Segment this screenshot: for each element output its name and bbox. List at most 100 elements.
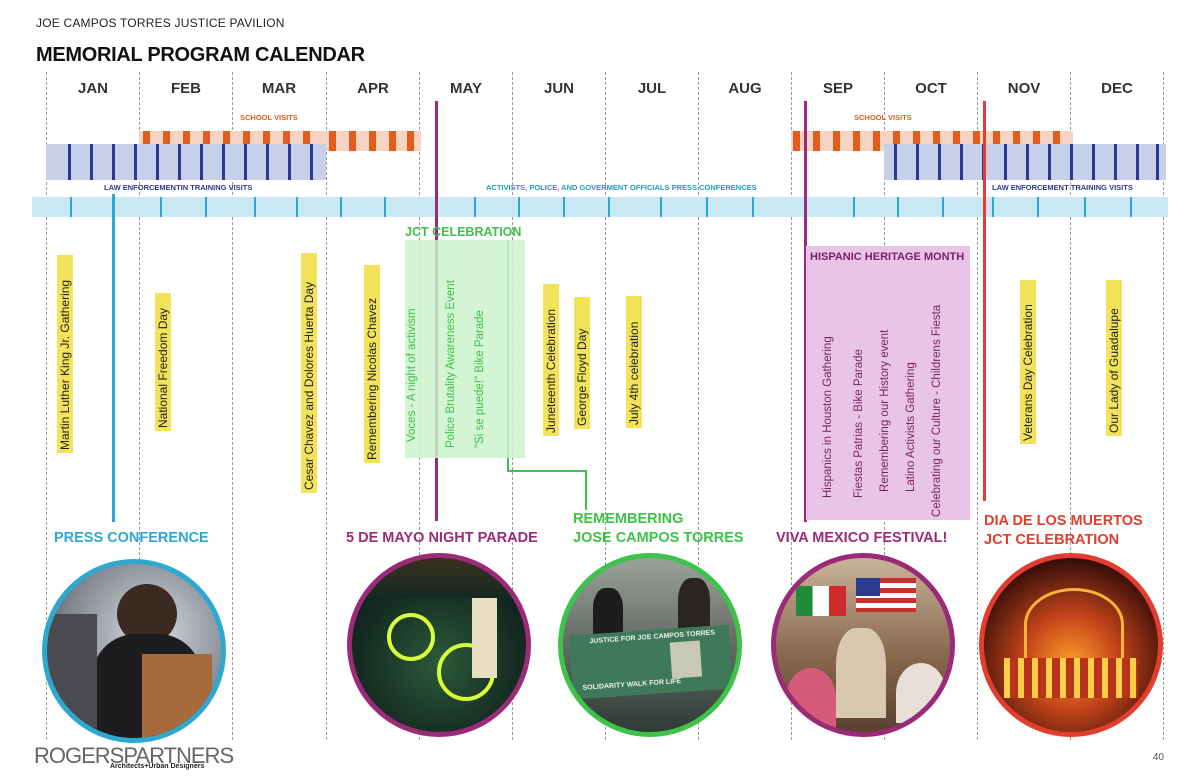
- event-national-freedom-day: National Freedom Day: [155, 293, 171, 431]
- press-tick: [1037, 197, 1039, 217]
- event-mlk-gathering: Martin Luther King Jr. Gathering: [57, 255, 73, 453]
- press-tick: [340, 197, 342, 217]
- event-voces: Voces - A night of activism: [406, 308, 418, 442]
- event-july-4th: July 4th celebration: [626, 296, 642, 428]
- firm-logo: ROGERSPARTNERS: [34, 743, 234, 768]
- highlight-remembering-line-2: JOSE CAMPOS TORRES: [573, 530, 744, 546]
- event-remembering-history: Remembering our History event: [879, 329, 891, 492]
- highlight-muertos-line-2: JCT CELEBRATION: [984, 532, 1120, 548]
- highlight-muertos: DIA DE LOS MUERTOS JCT CELEBRATION: [984, 512, 1143, 550]
- highlight-muertos-line-1: DIA DE LOS MUERTOS: [984, 513, 1143, 529]
- marcher-figure: [593, 588, 623, 638]
- dancer-figure: [896, 663, 946, 723]
- remembering-jct-photo: JUSTICE FOR JOE CAMPOS TORRES SOLIDARITY…: [558, 553, 742, 737]
- month-label: NOV: [1007, 80, 1041, 97]
- press-tick: [518, 197, 520, 217]
- school-visits-ticks: [791, 131, 1073, 151]
- month-label: JUL: [637, 80, 667, 97]
- event-hispanics-houston: Hispanics in Houston Gathering: [822, 336, 834, 498]
- month-divider: [605, 72, 606, 740]
- month-divider: [326, 72, 327, 740]
- press-conferences-label: ACTIVISTS, POLICE, AND GOVERMENT OFFICIA…: [486, 183, 757, 192]
- event-bike-parade: "Si se puede!" Bike Parade: [474, 310, 486, 448]
- press-tick: [992, 197, 994, 217]
- night-sky: [352, 558, 526, 598]
- month-divider: [698, 72, 699, 740]
- event-police-brutality: Police Brutality Awareness Event: [445, 280, 457, 448]
- altar-offerings: [1004, 658, 1138, 698]
- event-cesar-chavez-day: Cesar Chavez and Dolores Huerta Day: [301, 253, 317, 493]
- podium: [142, 654, 212, 738]
- press-tick: [254, 197, 256, 217]
- press-tick: [897, 197, 899, 217]
- month-label: MAR: [261, 80, 297, 97]
- law-enforcement-ticks: [46, 144, 326, 180]
- law-enforcement-label: LAW ENFORCEMENT TRAINING VISITS: [992, 183, 1133, 192]
- school-visits-label: SCHOOL VISITS: [240, 113, 298, 122]
- bystander-figure: [47, 614, 97, 738]
- month-label: FEB: [171, 80, 201, 97]
- event-george-floyd-day: George Floyd Day: [574, 297, 590, 429]
- hispanic-heritage-block: [806, 246, 970, 520]
- altar-arch: [1024, 588, 1124, 661]
- highlight-mayo-parade: 5 DE MAYO NIGHT PARADE: [346, 530, 538, 546]
- month-label: JUN: [543, 80, 574, 97]
- mexico-flag: [796, 586, 846, 616]
- press-conference-line: [112, 194, 115, 522]
- month-label: DEC: [1101, 80, 1133, 97]
- remembering-connector: [507, 470, 587, 472]
- dia-de-los-muertos-photo: [979, 553, 1163, 737]
- month-label: OCT: [915, 80, 947, 97]
- press-tick: [474, 197, 476, 217]
- law-enforcement-band: [884, 144, 1166, 180]
- event-latino-activists: Latino Activists Gathering: [905, 362, 917, 492]
- press-conferences-band: [32, 197, 1168, 217]
- law-enforcement-ticks: [884, 144, 1166, 180]
- remembering-connector: [585, 470, 587, 510]
- event-our-lady-guadalupe: Our Lady of Guadalupe: [1106, 280, 1122, 436]
- rider-figure: [472, 598, 497, 678]
- event-veterans-day: Veterans Day Celebration: [1020, 280, 1036, 444]
- month-label: JAN: [77, 80, 108, 97]
- event-fiestas-patrias: Fiestas Patrias - Bike Parade: [853, 349, 865, 498]
- press-tick: [563, 197, 565, 217]
- press-tick: [752, 197, 754, 217]
- viva-mexico-photo: [771, 553, 955, 737]
- month-divider: [232, 72, 233, 740]
- press-tick: [205, 197, 207, 217]
- portrait-in-banner: [669, 640, 703, 679]
- jct-celebration-title: JCT CELEBRATION: [405, 225, 522, 239]
- month-label: SEP: [822, 80, 853, 97]
- viva-mexico-line: [804, 101, 807, 522]
- bike-wheel: [387, 613, 435, 661]
- event-celebrating-culture: Celebrating our Culture - Childrens Fies…: [931, 304, 943, 517]
- highlight-press-conference: PRESS CONFERENCE: [54, 530, 209, 546]
- banner-walk-text: SOLIDARITY WALK FOR LIFE: [582, 677, 682, 692]
- page-number: 40: [1152, 752, 1164, 763]
- month-divider: [1163, 72, 1164, 740]
- horse-figure: [836, 628, 886, 718]
- press-tick: [1084, 197, 1086, 217]
- month-label: AUG: [728, 80, 762, 97]
- highlight-viva-mexico: VIVA MEXICO FESTIVAL!: [776, 530, 948, 546]
- hispanic-heritage-title: HISPANIC HERITAGE MONTH: [810, 251, 965, 263]
- mayo-parade-photo: [347, 553, 531, 737]
- highlight-remembering-jct: REMEMBERING JOSE CAMPOS TORRES: [573, 510, 744, 548]
- month-label: MAY: [450, 80, 482, 97]
- jct-celebration-block: [405, 240, 525, 458]
- press-tick: [853, 197, 855, 217]
- marcher-figure: [678, 578, 710, 633]
- press-tick: [296, 197, 298, 217]
- event-remembering-nicolas: Remembering Nicolas Chavez: [364, 265, 380, 463]
- month-divider: [1070, 72, 1071, 740]
- law-enforcement-label: LAW ENFORCEMENTIN TRAINING VISITS: [104, 183, 253, 192]
- press-tick: [660, 197, 662, 217]
- solidarity-banner: JUSTICE FOR JOE CAMPOS TORRES SOLIDARITY…: [568, 624, 734, 700]
- muertos-line: [983, 101, 986, 501]
- event-juneteenth: Juneteenth Celebration: [543, 284, 559, 436]
- press-tick: [384, 197, 386, 217]
- press-tick: [70, 197, 72, 217]
- firm-logo-subtitle: Architects+Urban Designers: [110, 763, 205, 770]
- document-subtitle: JOE CAMPOS TORRES JUSTICE PAVILION: [36, 16, 285, 30]
- page-title: MEMORIAL PROGRAM CALENDAR: [36, 44, 365, 66]
